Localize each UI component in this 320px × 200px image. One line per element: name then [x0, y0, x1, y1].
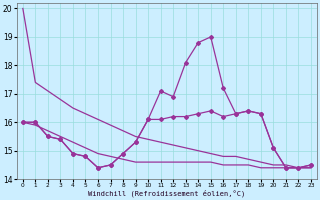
- X-axis label: Windchill (Refroidissement éolien,°C): Windchill (Refroidissement éolien,°C): [88, 190, 245, 197]
